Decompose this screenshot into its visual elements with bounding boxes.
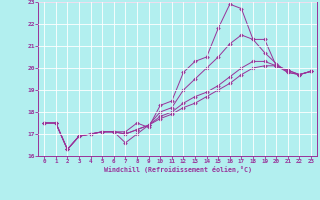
X-axis label: Windchill (Refroidissement éolien,°C): Windchill (Refroidissement éolien,°C) — [104, 166, 252, 173]
